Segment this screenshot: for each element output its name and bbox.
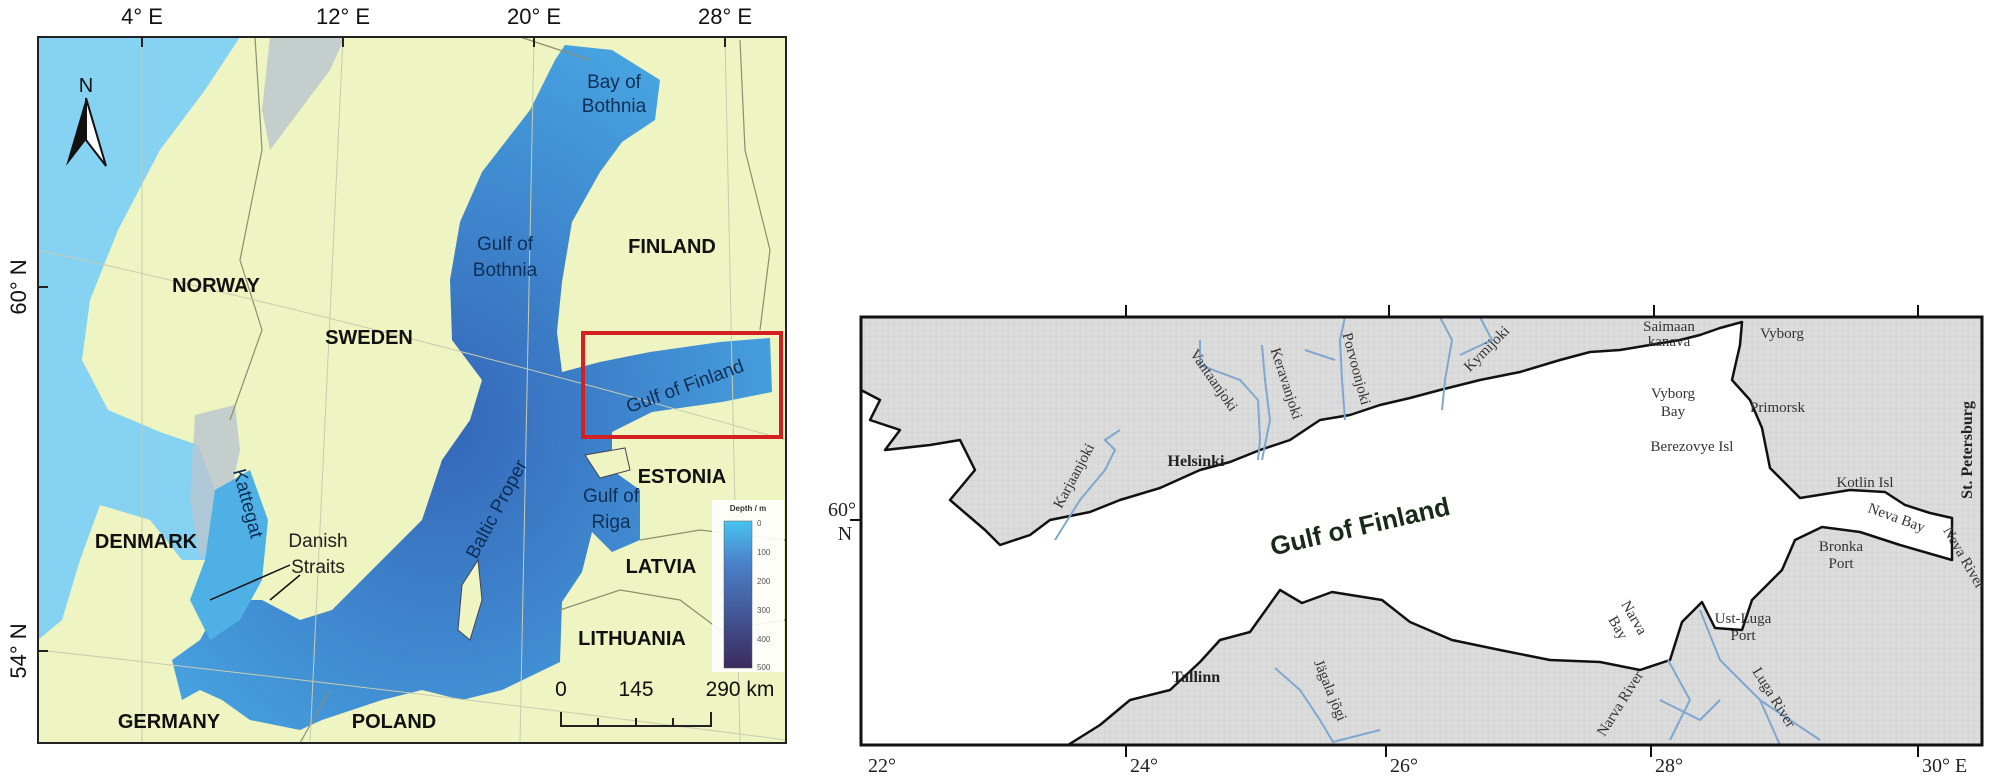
country-label: ESTONIA [638,466,727,488]
lat-tick-label: 60° N [6,259,31,314]
bronka-port-label: Bronka [1819,539,1864,555]
danish-straits-label: Straits [291,557,345,578]
gulf-of-finland-sea [859,320,1954,747]
lon-tick-label: 24° [1130,755,1158,777]
saimaan-kanava-label: Saimaan [1643,319,1695,335]
north-sea [38,37,240,640]
country-label: GERMANY [118,711,221,733]
lat-tick-label: N [838,523,852,545]
country-label: SWEDEN [325,327,413,349]
ust-luga-port-label: Port [1730,628,1756,644]
lon-tick-label: 26° [1390,755,1418,777]
legend-tick: 100 [757,548,771,557]
north-arrow-icon: N [66,75,107,167]
gulf-of-bothnia-label: Bothnia [473,260,538,281]
lon-tick-label: 28° E [698,4,752,29]
legend-tick: 0 [757,519,762,528]
scale-label: 145 [618,678,653,701]
map-frame [37,36,787,744]
glacier-shade [190,37,345,560]
gulf-of-riga-label: Gulf of [583,486,640,507]
kattegat-sea [190,470,268,640]
berezovye-label: Berezovye Isl [1651,439,1734,455]
kotlin-label: Kotlin Isl [1836,475,1893,491]
lon-tick-label: 28° [1655,755,1683,777]
gulf-of-riga-label: Riga [591,512,631,533]
depth-colorbar [723,520,753,669]
danish-straits-label: Danish [288,531,347,552]
depth-legend: Depth / m 0 100 200 300 400 500 [712,500,784,672]
bay-of-bothnia-label: Bay of [587,72,642,93]
gulf-of-bothnia-label: Gulf of [477,234,534,255]
scale-label: 290 km [706,678,775,701]
legend-title: Depth / m [730,504,766,513]
saimaan-kanava-label: kanava [1648,334,1691,350]
ust-luga-port-label: Ust-Luga [1715,611,1772,627]
scale-label: 0 [555,678,567,701]
country-label: POLAND [352,711,436,733]
rivers [1054,316,1821,746]
scale-bar: 0 145 290 km [555,678,775,727]
legend-tick: 400 [757,635,771,644]
city-label-vyborg: Vyborg [1760,326,1804,342]
gotland-island [457,558,483,641]
lon-tick-label: 22° [868,755,896,777]
map-frame [859,315,1984,747]
city-label-tallinn: Tallinn [1172,669,1220,686]
city-label-primorsk: Primorsk [1750,400,1806,416]
bay-of-bothnia-label: Bothnia [582,96,647,117]
city-label-helsinki: Helsinki [1168,453,1225,470]
country-label: DENMARK [95,531,198,553]
overview-map: 4° E 12° E 20° E 28° E 60° N 54° N N NOR… [6,4,787,744]
frame-ticks [38,37,726,652]
legend-tick: 200 [757,577,771,586]
country-label: LATVIA [626,556,697,578]
legend-tick: 300 [757,606,771,615]
bronka-port-label: Port [1828,556,1854,572]
lat-tick-label: 54° N [6,623,31,678]
lon-tick-label: 20° E [507,4,561,29]
lon-tick-label: 30° E [1922,755,1967,777]
north-label: N [79,75,93,97]
danish-straits-arrows [209,564,301,601]
vyborg-bay-label: Bay [1661,404,1686,420]
city-label-st-petersburg: St. Petersburg [1959,401,1976,499]
frame-ticks [850,305,1919,757]
detail-map: 22° 24° 26° 28° 30° E 60° N Gulf of Finl… [828,305,1988,777]
vyborg-bay-label: Vyborg [1651,386,1695,402]
lat-tick-label: 60° [828,499,856,521]
legend-tick: 500 [757,663,771,672]
country-label: LITHUANIA [578,628,686,650]
study-area-highlight [581,331,783,439]
country-label: FINLAND [628,236,716,258]
lon-tick-label: 4° E [121,4,163,29]
saaremaa-island [584,447,631,479]
lon-tick-label: 12° E [316,4,370,29]
country-label: NORWAY [172,275,260,297]
